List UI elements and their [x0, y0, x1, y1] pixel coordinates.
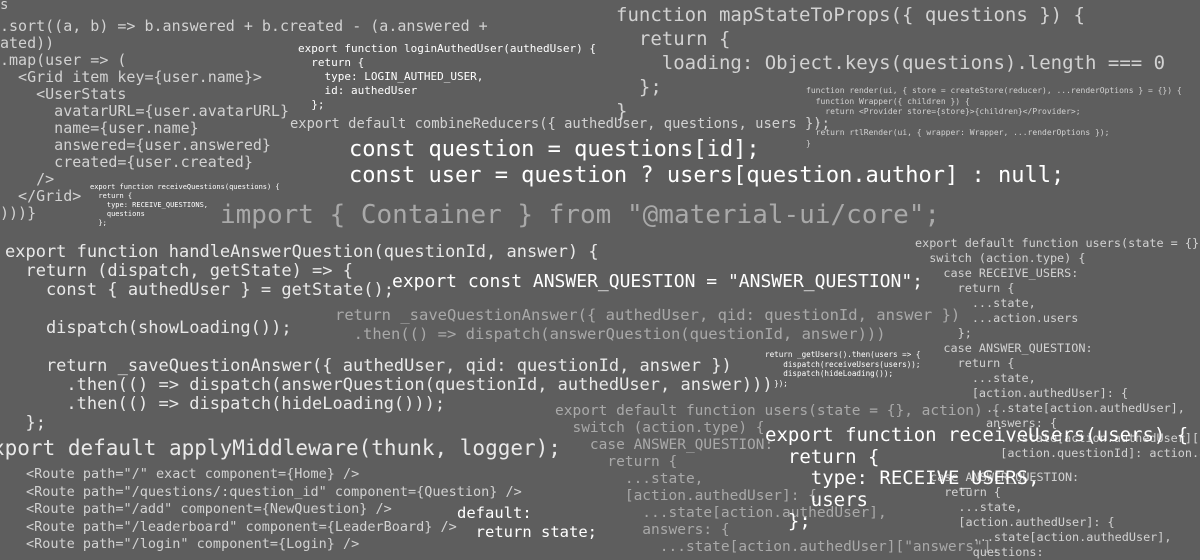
code-snippet-map-state-to-props: function mapStateToProps({ questions }) …	[616, 4, 1166, 122]
code-snippet-get-users: return _getUsers().then(users => { dispa…	[765, 350, 921, 388]
code-snippet-receive-questions: export function receiveQuestions(questio…	[90, 183, 280, 227]
code-snippet-receive-users: export function receiveUsers(users) { re…	[765, 424, 1189, 532]
code-snippet-login-authed-user: export function loginAuthedUser(authedUs…	[298, 42, 597, 111]
code-snippet-import-container: import { Container } from "@material-ui/…	[220, 200, 941, 230]
code-snippet-render-util: function render(ui, { store = createStor…	[806, 86, 1182, 148]
code-snippet-save-answer: return _saveQuestionAnswer({ authedUser,…	[335, 306, 961, 343]
code-snippet-default-case: default: return state;	[457, 504, 597, 541]
code-snippet-question-lookup: const question = questions[id]; const us…	[349, 137, 1065, 188]
code-snippet-corner-letter: s	[0, 0, 9, 13]
code-snippet-users-reducer: export default function users(state = {}…	[915, 236, 1200, 460]
code-snippet-handle-answer-question: export function handleAnswerQuestion(que…	[5, 242, 773, 433]
code-snippet-combine-reducers: export default combineReducers({ authedU…	[290, 116, 830, 132]
code-snippet-answer-question-constant: export const ANSWER_QUESTION = "ANSWER_Q…	[392, 271, 924, 292]
code-snippet-sort-map-users: .sort((a, b) => b.answered + b.created -…	[0, 17, 488, 222]
code-snippet-routes: <Route path="/" exact component={Home} /…	[26, 466, 522, 552]
code-snippet-apply-middleware: xport default applyMiddleware(thunk, log…	[0, 436, 561, 460]
